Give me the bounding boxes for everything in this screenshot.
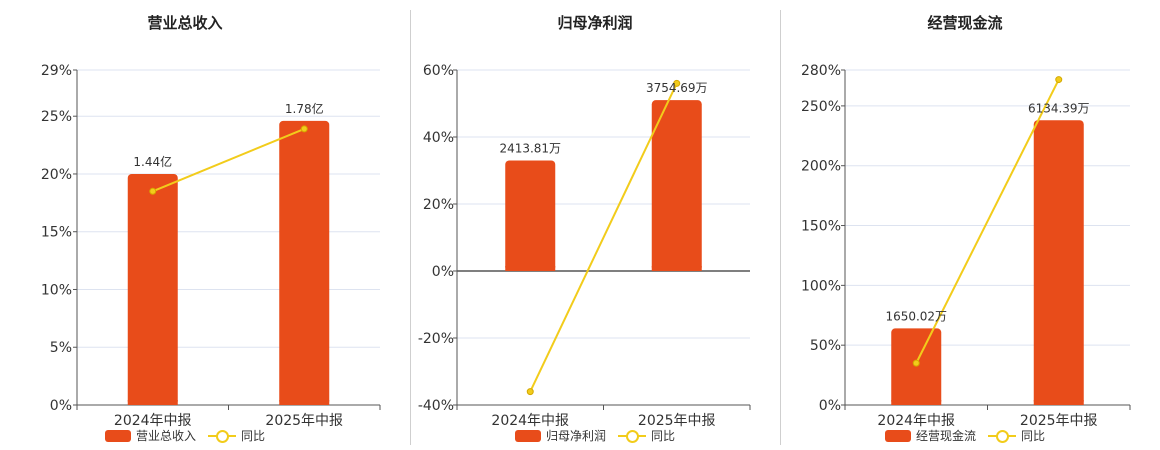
- x-tick-label: 2025年中报: [1020, 413, 1098, 429]
- bar: [279, 120, 330, 406]
- y-tick-label: 60%: [423, 63, 454, 79]
- y-tick-label: 10%: [41, 282, 72, 298]
- bar-value-label: 6134.39万: [1028, 101, 1090, 115]
- legend-item-bar[interactable]: 经营现金流: [884, 427, 976, 444]
- y-tick-label: 29%: [41, 63, 72, 79]
- yoy-point: [673, 79, 681, 87]
- legend: 营业总收入 同比: [0, 427, 370, 444]
- legend-label: 同比: [1021, 429, 1046, 443]
- bar-value-label: 3754.69万: [646, 81, 708, 95]
- x-tick-label: 2024年中报: [114, 413, 192, 429]
- chart-panel-net-profit: 归母净利润 -40% -20% 0% 20% 40% 60% 2024年中报 2025年中报 2…: [410, 0, 780, 450]
- yoy-point: [1055, 76, 1063, 84]
- y-tick-label: 20%: [423, 197, 454, 213]
- legend-bar-swatch: [884, 429, 911, 442]
- bar: [1033, 120, 1084, 405]
- y-tick-label: 40%: [423, 130, 454, 146]
- bar-value-label: 1.44亿: [133, 154, 172, 169]
- chart-title: 经营现金流: [927, 14, 1003, 32]
- legend-label: 营业总收入: [135, 429, 196, 443]
- yoy-point: [912, 359, 920, 367]
- y-tick-label: 200%: [801, 159, 841, 175]
- y-tick-label: -20%: [418, 331, 454, 347]
- legend-bar-swatch: [104, 429, 131, 442]
- bar-base: [127, 400, 178, 405]
- yoy-point: [149, 187, 157, 195]
- bar-value-label: 1650.02万: [885, 309, 947, 323]
- y-tick-label: 0%: [432, 264, 454, 280]
- chart-panel-revenue: 营业总收入 0% 5% 10% 15% 20% 25% 29% 2024年中报 2025年中报 1…: [0, 0, 381, 450]
- bar: [505, 160, 556, 271]
- x-tick-label: 2025年中报: [265, 413, 343, 429]
- y-tick-label: 15%: [41, 225, 72, 241]
- legend-line-swatch: [618, 429, 646, 443]
- y-tick-label: 150%: [801, 219, 841, 235]
- y-tick-label: 5%: [50, 340, 72, 356]
- legend-item-bar[interactable]: 营业总收入: [104, 427, 196, 444]
- bar-value-label: 2413.81万: [499, 141, 561, 155]
- chart-svg-cash-flow: 0% 50% 100% 150% 200% 250% 280% 2024年中报 2025年中报 1…: [801, 63, 1131, 429]
- chart-svg-net-profit: -40% -20% 0% 20% 40% 60% 2024年中报 2025年中报 2413.81…: [418, 63, 751, 429]
- legend: 归母净利润 同比: [410, 427, 780, 444]
- y-tick-label: 100%: [801, 278, 841, 294]
- legend-item-bar[interactable]: 归母净利润: [514, 427, 606, 444]
- y-tick-label: 0%: [50, 398, 72, 414]
- y-tick-label: 0%: [819, 398, 841, 414]
- bar-base: [651, 266, 702, 271]
- y-tick-label: 50%: [810, 338, 841, 354]
- legend-line-swatch: [988, 429, 1016, 443]
- x-tick-label: 2024年中报: [491, 413, 569, 429]
- yoy-line: [529, 82, 678, 393]
- legend-line-swatch: [208, 429, 236, 443]
- y-tick-label: -40%: [418, 398, 454, 414]
- legend-item-line[interactable]: 同比: [208, 427, 265, 444]
- legend-item-line[interactable]: 同比: [988, 427, 1045, 444]
- x-tick-label: 2024年中报: [877, 413, 955, 429]
- legend-label: 归母净利润: [545, 429, 606, 443]
- legend-bar-swatch: [514, 429, 541, 442]
- bar-value-label: 1.78亿: [285, 101, 324, 116]
- yoy-line: [152, 127, 305, 193]
- legend-label: 同比: [241, 429, 266, 443]
- x-tick-label: 2025年中报: [638, 413, 716, 429]
- y-tick-label: 250%: [801, 99, 841, 115]
- y-tick-label: 280%: [801, 63, 841, 79]
- legend-label: 同比: [651, 429, 676, 443]
- bar: [891, 328, 942, 405]
- chart-title: 营业总收入: [147, 14, 223, 32]
- bar-base: [279, 400, 330, 405]
- y-tick-label: 20%: [41, 167, 72, 183]
- yoy-point: [300, 125, 308, 133]
- panel-divider: [780, 10, 781, 445]
- legend-label: 经营现金流: [915, 429, 976, 443]
- bar: [127, 173, 178, 405]
- panel-divider: [410, 10, 411, 445]
- y-tick-label: 25%: [41, 109, 72, 125]
- legend-item-line[interactable]: 同比: [618, 427, 675, 444]
- bar-base: [1033, 400, 1084, 405]
- yoy-line: [915, 79, 1060, 364]
- bar: [651, 100, 702, 272]
- chart-svg-revenue: 0% 5% 10% 15% 20% 25% 29% 2024年中报 2025年中报 1.44亿 1.…: [41, 63, 381, 429]
- chart-panel-cash-flow: 经营现金流 0% 50% 100% 150% 200% 250% 280% 2024年中报 20…: [780, 0, 1150, 450]
- bar-base: [891, 400, 942, 405]
- bar-base: [505, 266, 556, 271]
- chart-title: 归母净利润: [557, 14, 633, 32]
- yoy-point: [526, 388, 534, 396]
- legend: 经营现金流 同比: [780, 427, 1150, 444]
